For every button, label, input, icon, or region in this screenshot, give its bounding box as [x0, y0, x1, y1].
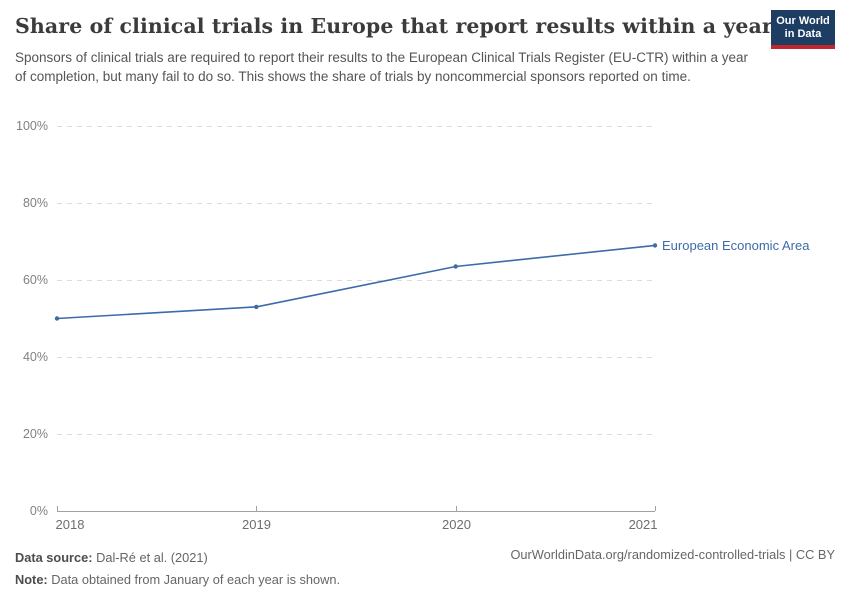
data-point-marker[interactable] [254, 304, 259, 310]
y-axis-tick-label: 40% [22, 349, 48, 364]
note-value: Data obtained from January of each year … [51, 572, 341, 587]
data-point-marker[interactable] [652, 243, 658, 248]
data-source-value: Dal-Ré et al. (2021) [96, 550, 208, 565]
data-point-marker[interactable] [453, 264, 458, 269]
chart-footer: Data source: Dal-Ré et al. (2021) Note: … [15, 547, 340, 591]
data-source-line: Data source: Dal-Ré et al. (2021) [15, 547, 340, 569]
series-label-european-economic-area[interactable]: European Economic Area [662, 238, 810, 254]
x-axis-tick-label: 2019 [242, 517, 271, 532]
y-axis-tick-label: 20% [22, 426, 48, 441]
y-axis-tick-label: 100% [16, 118, 48, 133]
owid-logo-text-line1: Our World [776, 15, 830, 27]
chart-title: Share of clinical trials in Europe that … [15, 14, 773, 38]
data-source-label: Data source: [15, 550, 93, 565]
chart-subtitle: Sponsors of clinical trials are required… [15, 50, 749, 84]
attribution-link[interactable]: OurWorldinData.org/randomized-controlled… [510, 547, 835, 562]
data-point-marker[interactable] [54, 316, 60, 321]
note-label: Note: [15, 572, 48, 587]
x-axis-tick-label: 2018 [55, 517, 85, 532]
y-axis-tick-label: 0% [29, 503, 48, 518]
x-axis-tick-label: 2021 [628, 517, 658, 532]
owid-logo-text-line2: in Data [784, 28, 822, 40]
data-series-line[interactable] [56, 244, 656, 320]
y-axis-tick-label: 60% [22, 272, 48, 287]
y-axis-tick-label: 80% [22, 195, 48, 210]
x-axis-tick-label: 2020 [442, 517, 471, 532]
note-line: Note: Data obtained from January of each… [15, 569, 340, 591]
owid-logo: Our World in Data [771, 10, 835, 49]
